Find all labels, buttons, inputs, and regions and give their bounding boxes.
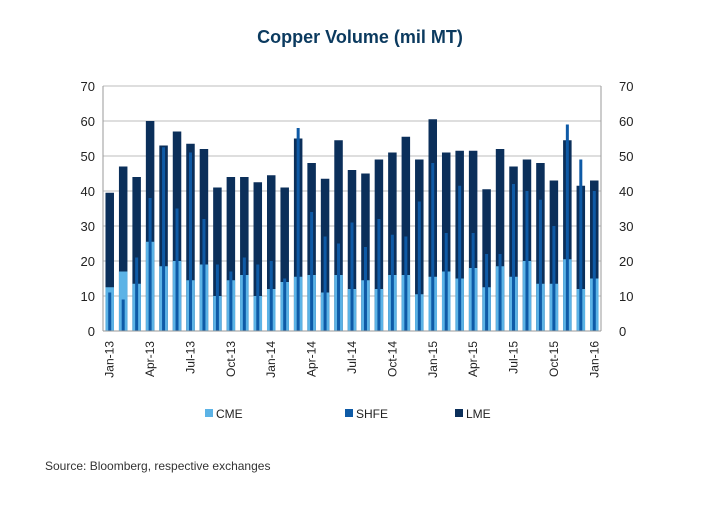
y-tick-label-right: 60 — [619, 114, 633, 129]
bar-shfe-Feb-15 — [444, 233, 448, 331]
x-tick-label: Jan-14 — [264, 341, 278, 378]
bar-shfe-Nov-15 — [565, 124, 569, 331]
bar-lme-Jan-14 — [266, 175, 276, 331]
bar-shfe-May-13 — [162, 147, 166, 331]
y-tick-label-right: 20 — [619, 254, 633, 269]
bar-shfe-Oct-13 — [229, 271, 233, 331]
bar-lme-Mar-13 — [132, 177, 141, 331]
y-tick-label-left: 30 — [81, 219, 95, 234]
bar-shfe-Feb-14 — [283, 278, 287, 331]
x-tick-label: Jan-16 — [587, 341, 601, 378]
bar-shfe-Feb-13 — [121, 299, 125, 331]
bar-shfe-Sep-13 — [215, 264, 219, 331]
x-tick-label: Apr-15 — [466, 341, 480, 377]
bar-shfe-Aug-15 — [525, 191, 529, 331]
x-tick-label: Apr-13 — [143, 341, 157, 377]
bar-lme-Feb-13 — [118, 166, 128, 331]
bar-lme-Feb-14 — [280, 187, 289, 331]
y-tick-label-left: 10 — [81, 289, 95, 304]
chart-title: Copper Volume (mil MT) — [257, 27, 463, 47]
bar-lme-Jan-13 — [105, 192, 114, 331]
bar-shfe-Nov-14 — [404, 236, 408, 331]
bar-lme-Nov-13 — [240, 177, 249, 331]
y-tick-label-right: 40 — [619, 184, 633, 199]
bar-shfe-Nov-13 — [242, 257, 246, 331]
bar-shfe-Oct-14 — [390, 234, 394, 331]
bar-shfe-Mar-14 — [296, 128, 300, 331]
y-tick-label-left: 50 — [81, 149, 95, 164]
bar-shfe-Mar-15 — [458, 185, 462, 331]
bar-lme-Sep-13 — [213, 187, 222, 331]
y-tick-label-left: 60 — [81, 114, 95, 129]
y-tick-label-right: 50 — [619, 149, 633, 164]
x-tick-label: Oct-15 — [547, 341, 561, 377]
bar-shfe-Aug-14 — [363, 247, 367, 331]
x-tick-label: Oct-13 — [224, 341, 238, 377]
bar-shfe-May-15 — [485, 254, 489, 331]
bar-shfe-Apr-14 — [310, 212, 314, 331]
bar-shfe-Sep-14 — [377, 219, 381, 331]
bar-lme-Nov-14 — [401, 136, 411, 331]
bar-lme-Oct-13 — [226, 177, 236, 331]
bar-shfe-Jan-16 — [592, 191, 596, 331]
bar-lme-Jun-15 — [495, 149, 505, 331]
x-tick-label: Jul-15 — [507, 341, 521, 374]
bar-shfe-Jun-13 — [175, 208, 179, 331]
source-note: Source: Bloomberg, respective exchanges — [45, 459, 270, 473]
y-tick-label-right: 70 — [619, 79, 633, 94]
bar-shfe-Jan-13 — [108, 292, 112, 331]
y-tick-label-right: 30 — [619, 219, 633, 234]
bar-shfe-Jan-14 — [269, 261, 273, 331]
bar-shfe-Jan-15 — [431, 163, 435, 331]
y-tick-label-left: 0 — [88, 324, 95, 339]
legend-label-lme: LME — [466, 407, 491, 421]
legend-swatch-cme — [205, 409, 213, 417]
x-tick-label: Jul-14 — [345, 341, 359, 374]
bar-shfe-Sep-15 — [538, 199, 542, 331]
y-tick-label-left: 20 — [81, 254, 95, 269]
legend-swatch-lme — [455, 409, 463, 417]
bar-shfe-Dec-14 — [417, 201, 421, 331]
bar-lme-Dec-13 — [253, 182, 263, 331]
bar-shfe-Jul-15 — [512, 184, 516, 331]
bar-shfe-Apr-15 — [471, 233, 475, 331]
bar-shfe-Dec-15 — [579, 159, 583, 331]
bar-shfe-Mar-13 — [135, 257, 139, 331]
y-tick-label-right: 10 — [619, 289, 633, 304]
bar-shfe-Dec-13 — [256, 264, 260, 331]
x-tick-label: Apr-14 — [305, 341, 319, 377]
y-tick-label-left: 40 — [81, 184, 95, 199]
bar-shfe-Jul-13 — [188, 152, 192, 331]
bar-shfe-May-14 — [323, 236, 327, 331]
bar-shfe-Aug-13 — [202, 219, 206, 331]
bar-shfe-Oct-15 — [552, 226, 556, 331]
bar-shfe-Jun-14 — [337, 243, 341, 331]
legend-label-cme: CME — [216, 407, 243, 421]
x-tick-label: Oct-14 — [385, 341, 399, 377]
x-tick-label: Jan-13 — [103, 341, 117, 378]
y-tick-label-right: 0 — [619, 324, 626, 339]
bar-shfe-Apr-13 — [148, 198, 152, 331]
x-tick-label: Jul-13 — [183, 341, 197, 374]
bar-lme-Jun-14 — [334, 140, 343, 331]
bar-shfe-Jul-14 — [350, 222, 354, 331]
x-tick-label: Jan-15 — [426, 341, 440, 378]
bar-shfe-Jun-15 — [498, 254, 502, 331]
legend-label-shfe: SHFE — [356, 407, 388, 421]
legend-swatch-shfe — [345, 409, 353, 417]
y-tick-label-left: 70 — [81, 79, 95, 94]
